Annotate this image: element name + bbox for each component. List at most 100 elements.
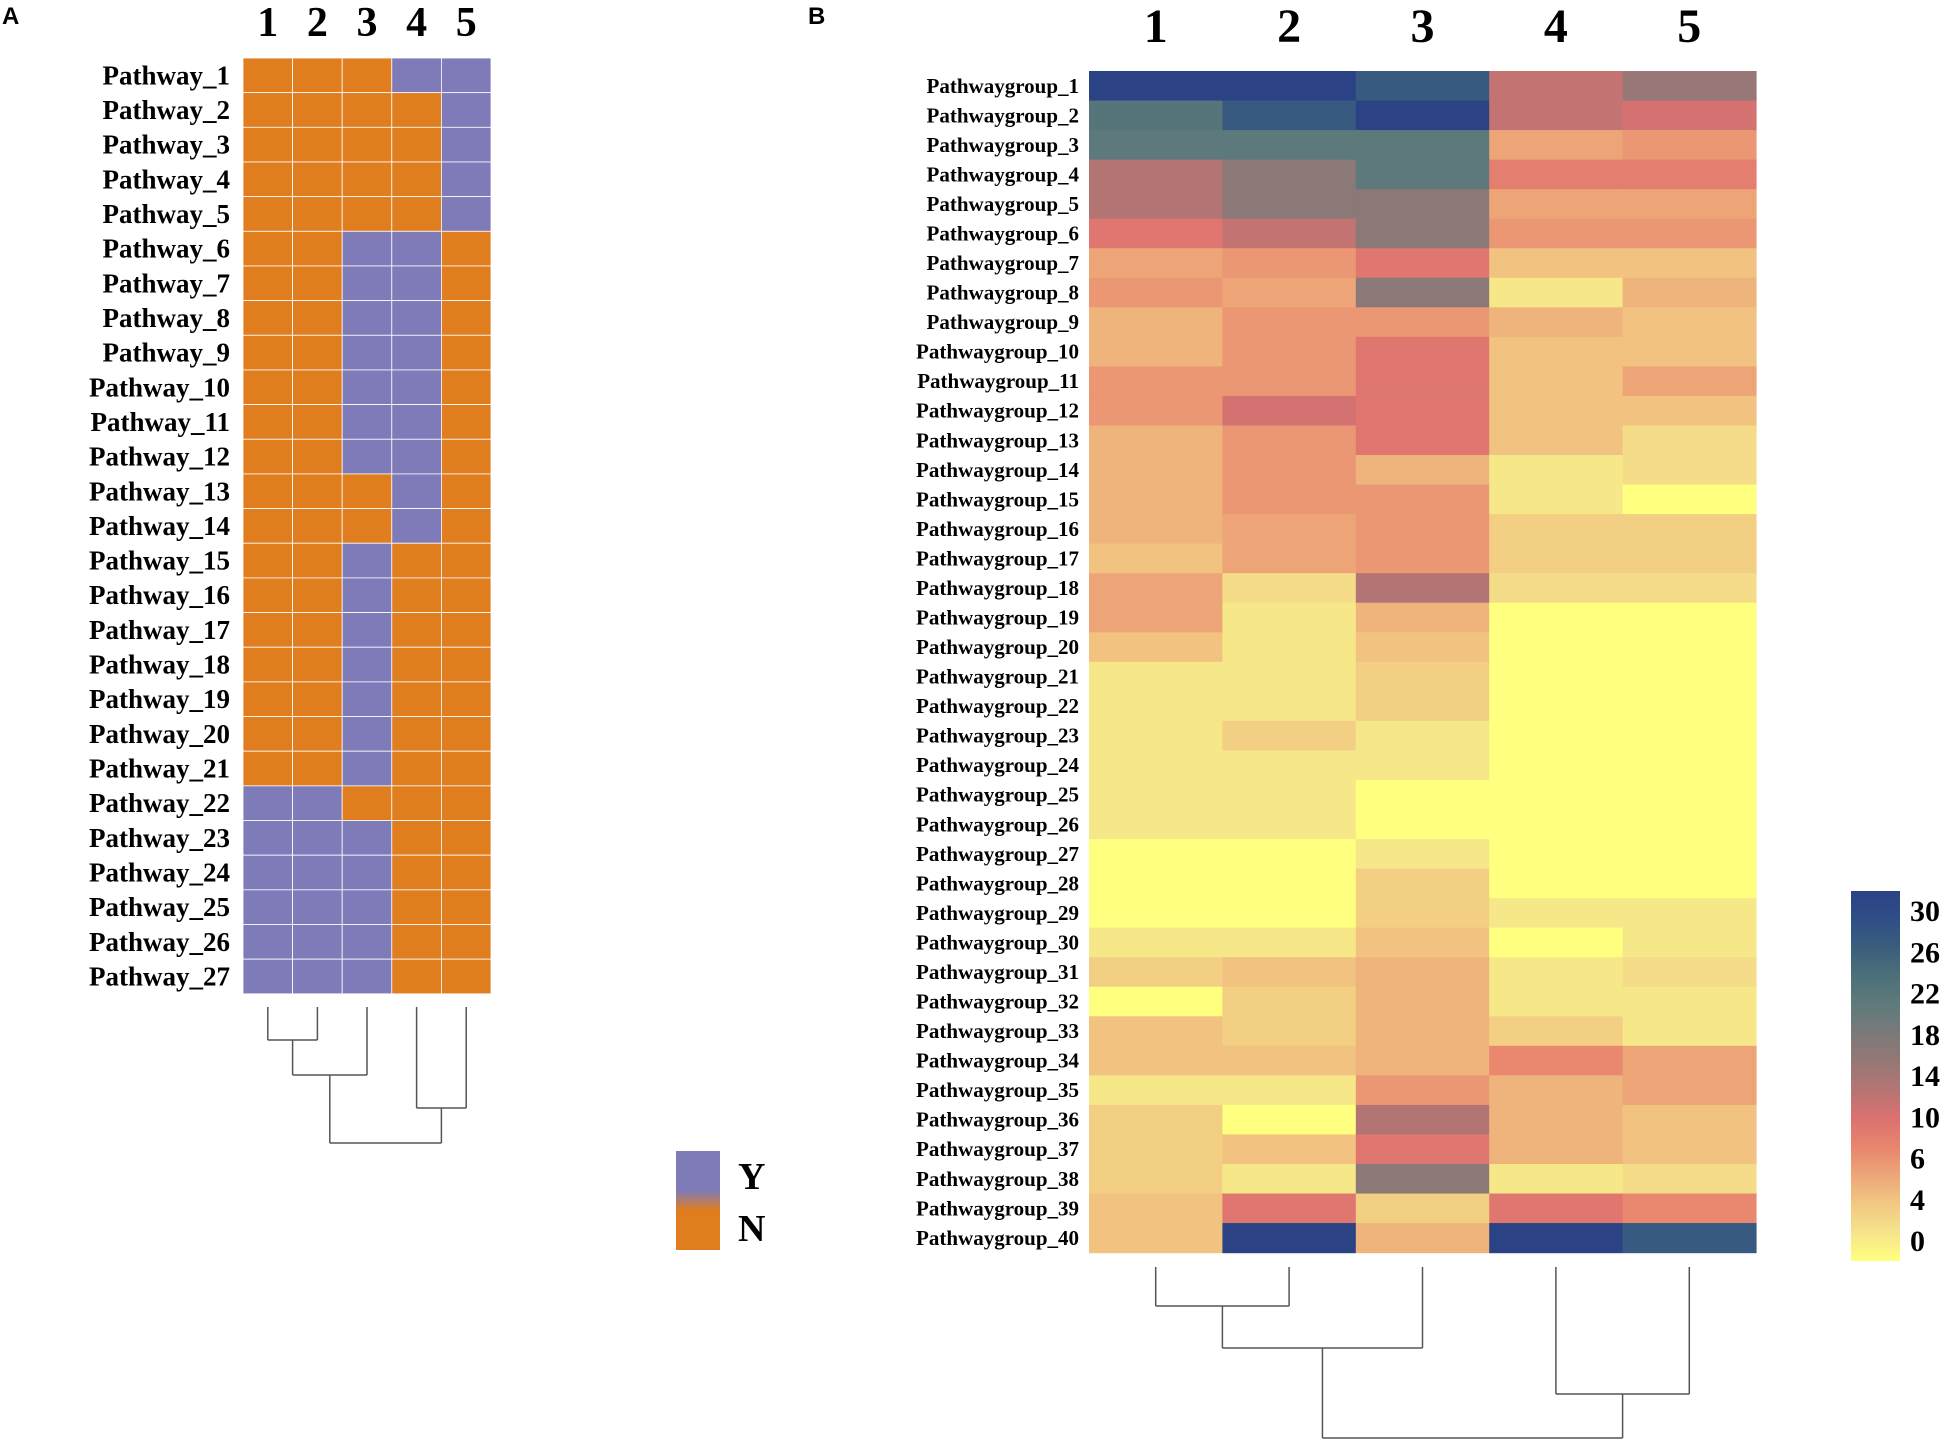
heatmap-b-cell [1355, 395, 1490, 427]
heatmap-b-cell [1222, 573, 1357, 604]
heatmap-b-cell [1622, 71, 1757, 102]
heatmap-b-cell [1489, 1045, 1624, 1076]
row-label-b: Pathwaygroup_11 [917, 369, 1079, 393]
heatmap-a-cell [341, 196, 393, 232]
heatmap-b-cell [1489, 395, 1624, 427]
row-label-a: Pathway_26 [89, 927, 230, 957]
heatmap-a-cell [341, 854, 393, 891]
heatmap-b-cell [1489, 130, 1624, 161]
heatmap-b-cell [1622, 868, 1757, 899]
row-label-a: Pathway_25 [89, 892, 230, 922]
heatmap-a-cell [242, 438, 293, 475]
heatmap-b-cell [1489, 455, 1624, 486]
row-label-a: Pathway_11 [90, 407, 230, 437]
row-label-b: Pathwaygroup_35 [916, 1078, 1079, 1102]
heatmap-b-cell [1489, 1134, 1624, 1165]
heatmap-b-cell [1489, 159, 1624, 190]
heatmap-a-cell [341, 473, 393, 509]
heatmap-b-cell [1489, 1075, 1624, 1106]
heatmap-b-cell [1355, 71, 1490, 102]
row-label-b: Pathwaygroup_32 [916, 990, 1079, 1014]
heatmap-b-cell [1622, 573, 1757, 604]
heatmap-b-cell [1355, 366, 1490, 397]
row-label-a: Pathway_24 [89, 858, 230, 888]
heatmap-a-cell [440, 612, 492, 648]
heatmap-a-cell [391, 716, 442, 752]
heatmap-b-cell [1222, 691, 1357, 722]
heatmap-b-cell [1355, 484, 1490, 515]
heatmap-b-cell [1222, 1104, 1357, 1136]
heatmap-b-cell [1489, 1223, 1624, 1254]
heatmap-a-cell [292, 612, 343, 648]
heatmap-b-cell [1222, 1045, 1357, 1076]
column-label-b: 1 [1144, 0, 1168, 53]
heatmap-a-cell [292, 438, 343, 475]
row-label-b: Pathwaygroup_31 [916, 960, 1079, 984]
heatmap-b-cell [1089, 839, 1223, 870]
heatmap-b-cell [1355, 425, 1490, 456]
heatmap-b-cell [1089, 720, 1223, 752]
row-label-b: Pathwaygroup_15 [916, 487, 1079, 511]
heatmap-b-cell [1622, 1075, 1757, 1106]
heatmap-b-cell [1222, 277, 1357, 308]
row-label-a: Pathway_10 [89, 372, 230, 402]
heatmap-b-cell [1355, 691, 1490, 722]
heatmap-b-cell [1222, 750, 1357, 781]
heatmap-a-cell [292, 126, 343, 163]
heatmap-a-cell [341, 300, 393, 336]
heatmap-a-cell [440, 542, 492, 579]
heatmap-b-cell [1622, 159, 1757, 190]
row-label-a: Pathway_22 [89, 788, 230, 818]
heatmap-b-cell [1622, 779, 1757, 811]
legend-a-label-y: Y [738, 1156, 765, 1198]
heatmap-b-cell [1489, 927, 1624, 958]
heatmap-b-cell [1355, 779, 1490, 811]
heatmap-b-cell [1622, 277, 1757, 308]
heatmap-a-cell [341, 265, 393, 302]
heatmap-b-cell [1222, 71, 1357, 102]
heatmap-a-cell [242, 57, 293, 94]
heatmap-a-cell [391, 785, 442, 821]
heatmap-a-cell [440, 924, 492, 960]
heatmap-a-cell [242, 92, 293, 128]
heatmap-b-cell [1089, 691, 1223, 722]
heatmap-b-cell [1355, 218, 1490, 249]
heatmap-b-cell [1355, 455, 1490, 486]
heatmap-b-cell [1089, 1104, 1223, 1136]
heatmap-a-cell [292, 334, 343, 371]
row-label-b: Pathwaygroup_17 [916, 546, 1079, 570]
heatmap-b-cell [1089, 661, 1223, 692]
heatmap-b-cell [1622, 898, 1757, 929]
heatmap-b-cell [1622, 514, 1757, 545]
row-label-a: Pathway_21 [89, 754, 230, 784]
heatmap-b-cell [1622, 130, 1757, 161]
heatmap-a-cell [440, 334, 492, 371]
panel-b-heatmap: Pathwaygroup_1 Pathwaygroup_2 Pathwaygroup… [916, 0, 1940, 1439]
heatmap-b-cell [1489, 100, 1624, 131]
row-label-b: Pathwaygroup_7 [927, 251, 1079, 275]
row-label-b: Pathwaygroup_18 [916, 576, 1079, 600]
heatmap-b-cell [1355, 986, 1490, 1017]
heatmap-a-cell [341, 508, 393, 544]
heatmap-b-cell [1355, 720, 1490, 752]
heatmap-b-cell [1622, 1223, 1757, 1254]
heatmap-a-cell [341, 334, 393, 371]
heatmap-a-cell [242, 265, 293, 302]
heatmap-b-cell [1622, 336, 1757, 367]
heatmap-b-cell [1622, 691, 1757, 722]
heatmap-a-cell [341, 438, 393, 475]
heatmap-b-cell [1089, 307, 1223, 338]
column-label-b: 3 [1411, 0, 1435, 53]
row-label-a: Pathway_23 [89, 823, 230, 853]
heatmap-b-cell [1222, 395, 1357, 427]
heatmap-a-cell [341, 404, 393, 440]
heatmap-b-cell [1089, 159, 1223, 190]
legend-b-tick: 6 [1910, 1143, 1925, 1176]
heatmap-b-cell [1622, 100, 1757, 131]
heatmap-a-cell [242, 161, 293, 198]
heatmap-b-cell [1089, 957, 1223, 988]
heatmap-b-cell [1222, 455, 1357, 486]
heatmap-a-cell [391, 889, 442, 925]
heatmap-b-cell [1622, 661, 1757, 692]
heatmap-b-cell [1489, 425, 1624, 456]
